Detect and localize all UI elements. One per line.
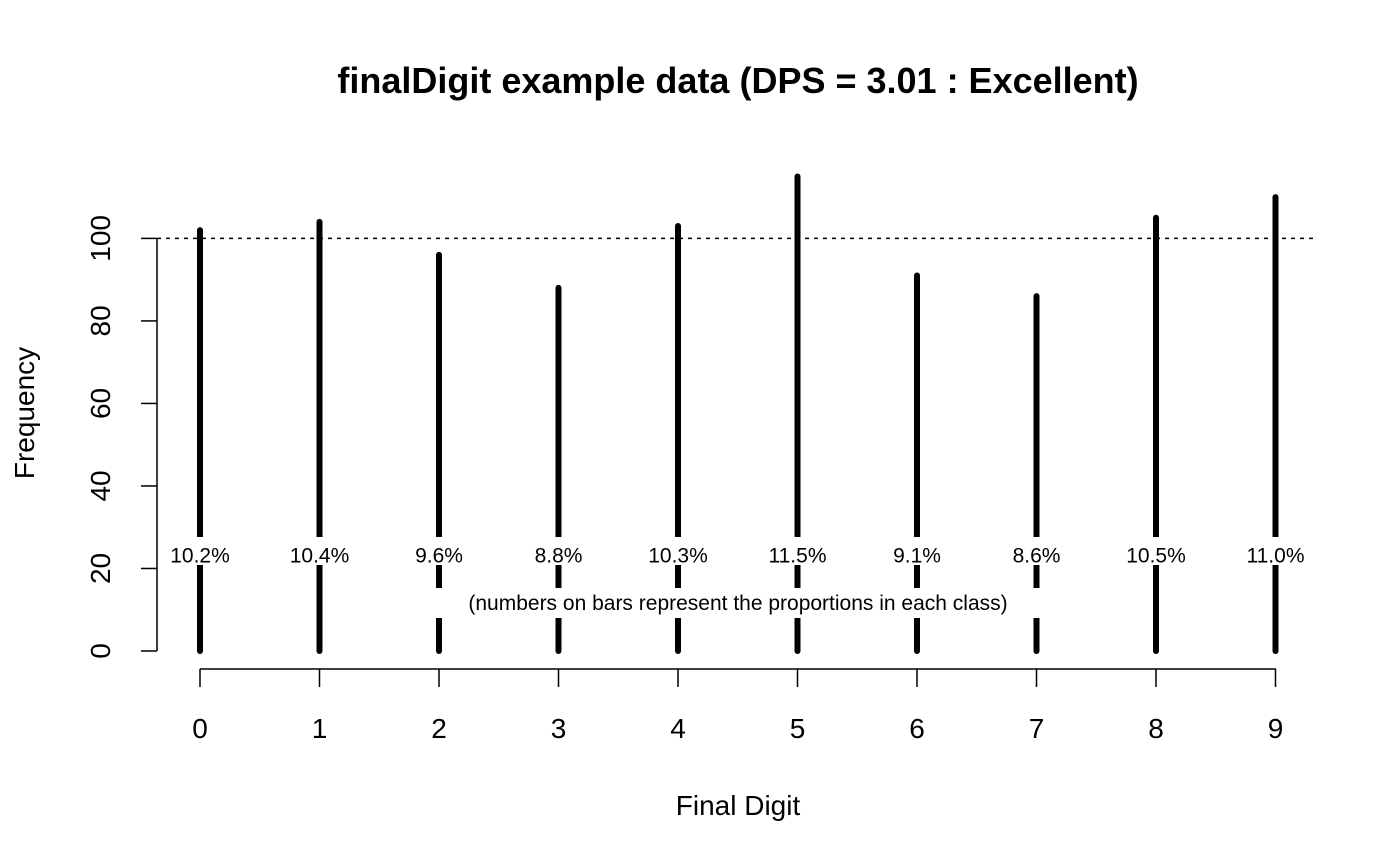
bar-label: 10.5% xyxy=(1126,545,1186,568)
bar-label: 11.0% xyxy=(1247,545,1305,568)
bar-label: 9.1% xyxy=(893,545,941,568)
bar-label: 8.8% xyxy=(535,545,583,568)
y-tick-label: 100 xyxy=(85,215,116,262)
bar-label-background xyxy=(765,537,830,565)
bars xyxy=(197,173,1279,654)
bar-label: 9.6% xyxy=(415,545,463,568)
bar-label-background xyxy=(1004,537,1069,565)
bar-label: 10.3% xyxy=(648,545,708,568)
bar-label-background xyxy=(287,537,352,565)
x-tick-label: 9 xyxy=(1268,713,1284,744)
x-tick-label: 5 xyxy=(790,713,806,744)
bar-label-background xyxy=(407,537,471,565)
bar-label: 11.5% xyxy=(769,545,827,568)
bar-label-background xyxy=(526,537,591,565)
y-axis-ticks: 0 20 40 60 80 100 xyxy=(85,215,157,659)
bar-labels: 10.2% 10.4% 9.6% 8.8% 10.3% 11.5% 9.1% 8.6% 10.5… xyxy=(168,537,1308,618)
bar-label-background xyxy=(1124,537,1188,565)
bar-label-background xyxy=(885,537,949,565)
x-tick-label: 1 xyxy=(312,713,328,744)
y-axis-label: Frequency xyxy=(9,347,40,479)
x-tick-label: 2 xyxy=(431,713,447,744)
bar-label: 8.6% xyxy=(1013,545,1061,568)
bar-label: 10.2% xyxy=(170,545,230,568)
x-tick-label: 4 xyxy=(670,713,686,744)
y-tick-label: 0 xyxy=(85,643,116,659)
bar-label-background xyxy=(646,537,710,565)
x-tick-label: 6 xyxy=(909,713,925,744)
x-tick-label: 8 xyxy=(1148,713,1164,744)
x-axis-label: Final Digit xyxy=(676,790,801,821)
y-tick-label: 80 xyxy=(85,305,116,336)
chart-annotation: (numbers on bars represent the proportio… xyxy=(468,592,1007,615)
x-tick-label: 7 xyxy=(1029,713,1045,744)
y-tick-label: 60 xyxy=(85,388,116,419)
y-tick-label: 40 xyxy=(85,470,116,501)
y-tick-label: 20 xyxy=(85,553,116,584)
annotation-background xyxy=(430,588,1048,618)
bar-label: 10.4% xyxy=(290,545,350,568)
chart-title: finalDigit example data (DPS = 3.01 : Ex… xyxy=(337,60,1138,101)
bar-label-background xyxy=(1243,537,1308,565)
x-axis-ticks: 0 1 2 3 4 5 6 7 8 9 xyxy=(192,669,1283,744)
bar-label-background xyxy=(168,537,232,565)
x-tick-label: 3 xyxy=(551,713,567,744)
x-tick-label: 0 xyxy=(192,713,208,744)
